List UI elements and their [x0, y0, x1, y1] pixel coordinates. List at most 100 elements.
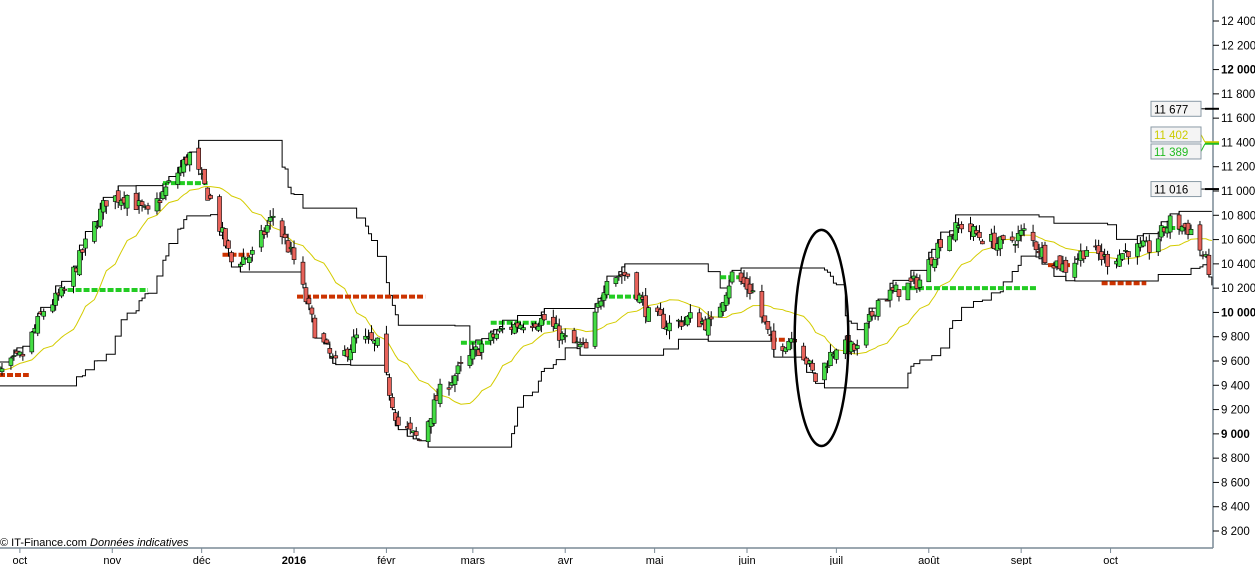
x-tick-label: août — [918, 555, 939, 565]
candle — [285, 233, 291, 253]
candle-body — [1176, 214, 1182, 230]
candle-body — [29, 331, 35, 353]
candle-body — [854, 345, 860, 349]
candle — [303, 282, 309, 304]
candle — [369, 325, 374, 342]
candle-body — [947, 235, 952, 251]
candle-body — [759, 291, 765, 318]
price-tag-label: 11 402 — [1154, 130, 1188, 142]
candle — [8, 356, 14, 370]
candle-body — [282, 233, 288, 238]
candle-body — [932, 259, 938, 269]
candle-body — [1000, 235, 1006, 240]
candle — [452, 373, 458, 393]
candle — [306, 295, 312, 310]
candle-body — [717, 306, 723, 318]
candle-body — [384, 333, 389, 373]
candle — [1105, 250, 1110, 275]
candle-body — [577, 343, 583, 348]
candle-body — [264, 225, 270, 233]
candle — [562, 328, 568, 343]
candle — [729, 270, 735, 285]
candle — [124, 194, 130, 216]
candle — [187, 152, 193, 172]
candle-body — [226, 240, 231, 249]
candle-body — [938, 239, 944, 248]
y-tick-label: 11 200 — [1221, 162, 1255, 174]
candle-body — [592, 311, 598, 347]
candle-body — [217, 196, 222, 232]
candle-body — [497, 328, 502, 332]
candle — [1179, 225, 1185, 235]
candle — [416, 439, 422, 441]
candle-body — [351, 336, 356, 353]
candle — [476, 348, 482, 357]
x-tick-label: sept — [1011, 555, 1032, 565]
candle-body — [1042, 244, 1048, 263]
candle-body — [20, 353, 26, 357]
candle — [17, 350, 23, 358]
candle — [62, 286, 67, 294]
candle — [226, 239, 231, 257]
candle-body — [571, 330, 577, 344]
candle-body — [175, 172, 181, 185]
candle-body — [8, 357, 14, 366]
candle — [98, 203, 103, 229]
candle — [291, 240, 297, 265]
candle — [905, 282, 911, 301]
candle — [458, 355, 464, 372]
candle-body — [977, 231, 982, 238]
candle-body — [437, 383, 443, 404]
candle-body — [92, 221, 97, 242]
candle — [479, 338, 485, 360]
candle — [750, 283, 756, 294]
candle-body — [300, 261, 306, 285]
candle — [77, 245, 82, 277]
candle-body — [238, 263, 243, 267]
candle-body — [11, 355, 17, 357]
candle-body — [762, 315, 768, 323]
price-tag-label: 11 016 — [1154, 185, 1188, 197]
x-tick-label: févr — [377, 555, 396, 565]
credit-text: © IT-Finance.com Données indicatives — [0, 537, 188, 549]
candle-body — [312, 317, 318, 339]
y-tick-label: 8 600 — [1221, 477, 1250, 489]
price-tag-leader — [1200, 143, 1206, 152]
credit-source: © IT-Finance.com — [0, 537, 87, 549]
candle — [1042, 241, 1048, 265]
candle — [658, 302, 663, 316]
candle-body — [166, 180, 172, 183]
candle — [92, 221, 97, 244]
candle — [241, 248, 246, 265]
y-tick-label: 11 600 — [1221, 113, 1255, 125]
candle — [247, 255, 252, 271]
candle — [500, 320, 505, 334]
candle-body — [35, 316, 41, 334]
candle-body — [643, 295, 648, 318]
candle — [363, 328, 368, 344]
candle — [431, 393, 437, 427]
candle — [577, 338, 583, 356]
candle — [104, 200, 109, 214]
candle — [997, 235, 1003, 257]
annotation-ellipse — [793, 228, 850, 448]
candle — [893, 281, 899, 292]
candle — [786, 337, 792, 351]
candle-body — [279, 220, 285, 238]
candle — [679, 315, 684, 330]
candle-body — [95, 225, 100, 228]
candle-body — [765, 321, 771, 330]
candle — [145, 202, 151, 215]
candle — [1126, 250, 1131, 265]
candle-body — [306, 297, 312, 305]
candle-body — [1105, 253, 1110, 267]
candle — [571, 327, 577, 344]
candle — [202, 168, 207, 185]
candle-body — [250, 250, 255, 255]
candle — [29, 331, 35, 355]
candle — [1063, 256, 1069, 281]
candle — [139, 199, 145, 212]
candle — [765, 321, 771, 335]
candle-body — [393, 412, 398, 421]
